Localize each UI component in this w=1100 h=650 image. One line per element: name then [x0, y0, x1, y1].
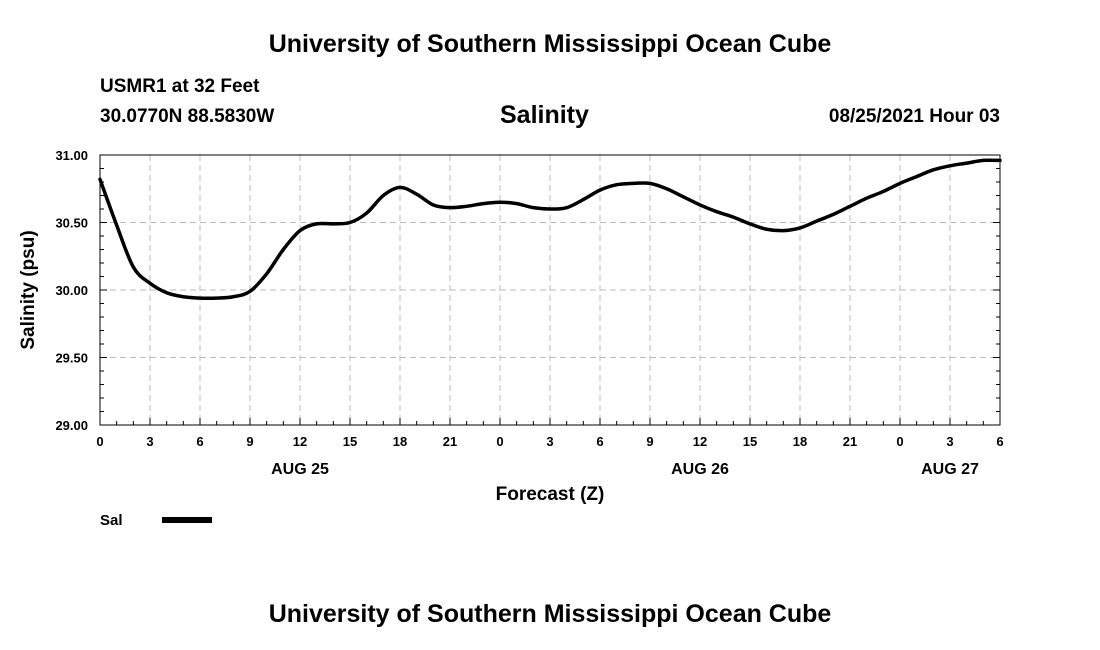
- x-tick-label: 15: [743, 434, 757, 449]
- data-point: [199, 297, 201, 299]
- data-point: [182, 296, 184, 298]
- data-point: [532, 207, 534, 209]
- x-tick-label: 0: [96, 434, 103, 449]
- data-point: [132, 266, 134, 268]
- chart-title: University of Southern Mississippi Ocean…: [268, 30, 832, 58]
- data-point: [449, 207, 451, 209]
- y-tick-label: 29.50: [55, 351, 88, 366]
- data-point: [866, 197, 868, 199]
- data-point: [716, 211, 718, 213]
- data-point: [832, 213, 834, 215]
- x-tick-label: 0: [496, 434, 503, 449]
- data-point: [432, 204, 434, 206]
- data-point: [549, 208, 551, 210]
- data-point: [416, 193, 418, 195]
- y-tick-labels: 29.00 29.50 30.00 30.50 31.00: [55, 148, 88, 433]
- x-tick-label: 9: [246, 434, 253, 449]
- data-point: [982, 159, 984, 161]
- data-point: [316, 223, 318, 225]
- data-point: [899, 182, 901, 184]
- data-point: [632, 182, 634, 184]
- data-point: [599, 189, 601, 191]
- data-point: [782, 230, 784, 232]
- day-labels: AUG 25 AUG 26 AUG 27: [271, 461, 979, 478]
- x-tick-label: 21: [443, 434, 457, 449]
- x-tick-label: 6: [196, 434, 203, 449]
- data-point: [266, 273, 268, 275]
- data-point: [566, 207, 568, 209]
- data-point: [732, 216, 734, 218]
- data-point: [949, 165, 951, 167]
- data-point: [282, 248, 284, 251]
- data-point: [232, 296, 234, 298]
- x-tick-label: 3: [946, 434, 953, 449]
- x-tick-label: 12: [293, 434, 307, 449]
- variable-title: Salinity: [500, 101, 589, 129]
- day-label: AUG 27: [921, 461, 979, 478]
- x-tick-label: 9: [646, 434, 653, 449]
- data-point: [366, 212, 368, 214]
- data-point: [882, 190, 884, 193]
- data-point: [466, 205, 468, 207]
- data-point: [499, 201, 501, 203]
- data-point: [649, 182, 651, 184]
- data-point: [299, 230, 301, 232]
- x-tick-label: 6: [596, 434, 603, 449]
- data-point: [666, 188, 668, 190]
- x-tick-label: 18: [793, 434, 807, 449]
- data-point: [682, 196, 684, 198]
- minor-ticks: [100, 168, 1000, 425]
- data-point: [799, 227, 801, 229]
- x-tick-label: 0: [896, 434, 903, 449]
- issue-datetime: 08/25/2021 Hour 03: [828, 106, 1000, 127]
- day-label: AUG 25: [271, 461, 329, 478]
- data-point: [149, 282, 151, 284]
- data-point: [399, 186, 401, 188]
- plot-frame: [99, 154, 1001, 426]
- data-point: [966, 162, 968, 164]
- y-tick-label: 30.50: [55, 216, 88, 231]
- x-tick-label: 18: [393, 434, 407, 449]
- data-point: [349, 221, 351, 224]
- grid-lines: [100, 155, 1000, 425]
- data-point: [332, 223, 334, 225]
- data-point: [932, 169, 934, 171]
- x-tick-label: 21: [843, 434, 857, 449]
- station-coordinates: 30.0770N 88.5830W: [100, 106, 275, 127]
- data-point: [749, 223, 751, 225]
- y-tick-label: 30.00: [55, 283, 88, 298]
- x-tick-label: 15: [343, 434, 357, 449]
- data-point: [582, 198, 584, 201]
- data-point: [116, 224, 118, 226]
- data-point: [382, 194, 384, 197]
- data-point: [516, 203, 518, 205]
- data-point: [849, 205, 851, 207]
- station-label: USMR1 at 32 Feet: [100, 76, 260, 97]
- y-tick-label: 31.00: [55, 148, 88, 163]
- legend-label-sal: Sal: [100, 512, 123, 529]
- x-tick-label: 6: [996, 434, 1003, 449]
- legend: Sal: [100, 512, 212, 529]
- x-tick-labels: 0 3 6 9 12 15 18 21 0 3 6 9 12 15 18 21 0 3 6: [96, 434, 1003, 449]
- x-tick-label: 12: [693, 434, 707, 449]
- x-tick-label: 3: [546, 434, 553, 449]
- footer-title: University of Southern Mississippi Ocean…: [268, 600, 832, 628]
- data-point: [916, 176, 918, 178]
- y-axis-title: Salinity (psu): [18, 230, 39, 349]
- x-axis-title: Forecast (Z): [496, 484, 605, 505]
- data-point: [216, 297, 218, 299]
- data-point: [816, 220, 818, 222]
- data-point: [699, 204, 701, 206]
- x-tick-label: 3: [146, 434, 153, 449]
- data-point: [166, 292, 168, 294]
- y-tick-label: 29.00: [55, 418, 88, 433]
- data-point: [616, 184, 618, 186]
- data-point: [766, 228, 768, 230]
- day-label: AUG 26: [671, 461, 729, 478]
- data-point: [482, 203, 484, 205]
- data-point: [249, 290, 251, 292]
